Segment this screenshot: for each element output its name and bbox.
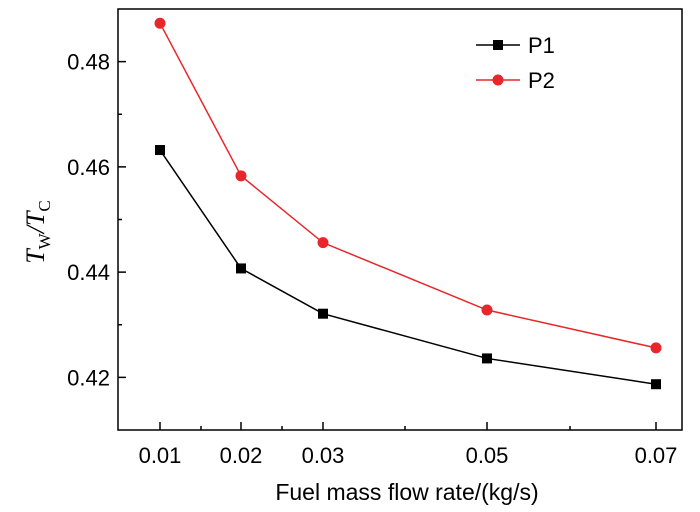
data-point-p1 <box>318 308 328 319</box>
data-point-p1 <box>482 353 492 364</box>
legend-marker-p1 <box>493 40 503 50</box>
x-axis: 0.01 0.02 0.03 0.05 0.07 <box>139 422 678 468</box>
data-point-p2 <box>235 170 247 182</box>
legend-marker-p2 <box>492 74 504 86</box>
data-point-p2 <box>481 304 493 316</box>
y-tick-label: 0.44 <box>67 260 110 285</box>
series-group <box>154 17 662 390</box>
x-tick-label: 0.03 <box>302 443 345 468</box>
x-tick-label: 0.07 <box>635 443 678 468</box>
data-point-p1 <box>236 263 246 274</box>
data-point-p2 <box>154 17 166 29</box>
y-axis: 0.42 0.44 0.46 0.48 <box>67 50 126 390</box>
y-axis-label: TW/TC <box>21 200 54 264</box>
x-tick-label: 0.02 <box>220 443 263 468</box>
legend-label-p2: P2 <box>528 68 555 93</box>
series-line-p2 <box>159 22 657 349</box>
y-tick-label: 0.42 <box>67 365 110 390</box>
legend-label-p1: P1 <box>528 33 555 58</box>
legend-item-p2: P2 <box>476 68 555 93</box>
x-tick-label: 0.05 <box>466 443 509 468</box>
series-line-p1 <box>159 149 657 385</box>
x-axis-label: Fuel mass flow rate/(kg/s) <box>275 479 538 505</box>
data-point-p2 <box>317 237 329 249</box>
y-tick-label: 0.46 <box>67 155 110 180</box>
x-tick-label: 0.01 <box>139 443 182 468</box>
legend-item-p1: P1 <box>476 33 555 58</box>
plot-area <box>117 8 683 431</box>
data-point-p1 <box>651 379 661 390</box>
data-point-p1 <box>155 145 165 156</box>
y-tick-label: 0.48 <box>67 50 110 75</box>
legend: P1 P2 <box>476 33 555 93</box>
data-point-p2 <box>650 342 662 354</box>
